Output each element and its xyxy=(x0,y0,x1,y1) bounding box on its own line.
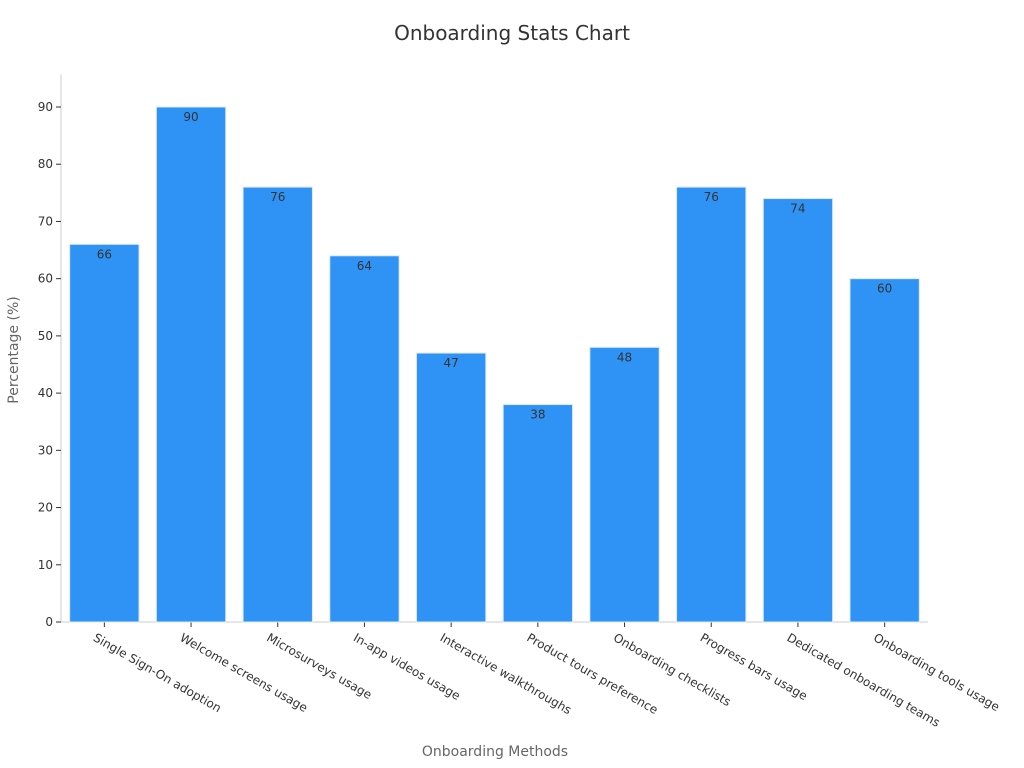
chart-title: Onboarding Stats Chart xyxy=(394,21,630,45)
bar xyxy=(589,346,660,623)
bar xyxy=(242,186,313,623)
y-tick-label: 60 xyxy=(38,272,53,286)
bar xyxy=(502,404,574,623)
bar-value-label: 90 xyxy=(183,110,198,124)
bar-value-label: 66 xyxy=(97,247,112,261)
y-tick-label: 70 xyxy=(38,214,53,228)
y-tick-label: 80 xyxy=(38,157,53,171)
y-tick-label: 40 xyxy=(38,386,53,400)
bar-value-label: 60 xyxy=(877,282,892,296)
bar-value-label: 47 xyxy=(444,356,459,370)
y-tick-label: 0 xyxy=(45,615,53,629)
bar xyxy=(155,106,227,623)
bar xyxy=(329,255,400,623)
bar-value-label: 76 xyxy=(270,190,285,204)
bar xyxy=(69,243,140,623)
x-axis-label: Onboarding Methods xyxy=(422,744,568,760)
y-tick-label: 10 xyxy=(38,558,53,572)
bar-value-label: 38 xyxy=(530,408,545,422)
bar xyxy=(676,186,747,623)
bar xyxy=(415,352,487,623)
bar-value-label: 64 xyxy=(357,259,372,273)
data-labels: 66 90 76 64 47 38 48 76 74 60 xyxy=(97,110,893,422)
x-tick-label: Dedicated onboarding teams xyxy=(784,630,942,729)
y-tick-label: 20 xyxy=(38,501,53,515)
bars xyxy=(69,106,920,623)
bar-value-label: 74 xyxy=(790,202,805,216)
y-tick-label: 30 xyxy=(38,443,53,457)
bar xyxy=(762,198,834,623)
bar-value-label: 76 xyxy=(704,190,719,204)
y-axis-label: Percentage (%) xyxy=(6,296,22,403)
bar xyxy=(849,278,920,623)
y-tick-label: 50 xyxy=(38,329,53,343)
y-tick-label: 90 xyxy=(38,100,53,114)
bar-value-label: 48 xyxy=(617,350,632,364)
